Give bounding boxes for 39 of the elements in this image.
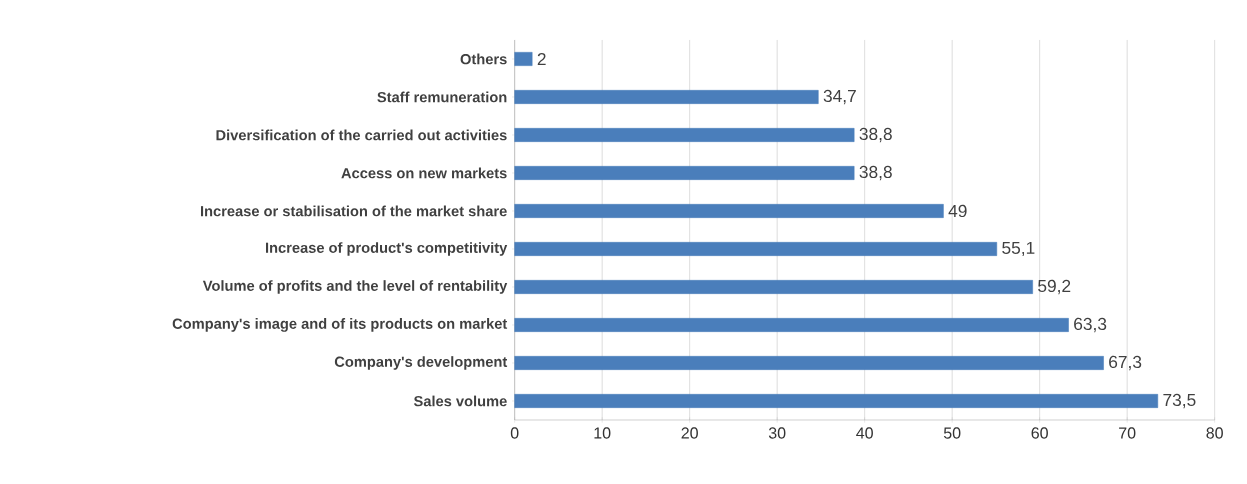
x-tick-label: 30 [768, 427, 786, 439]
x-tick-label: 80 [1206, 427, 1223, 439]
data-label: 67,3 [1109, 355, 1142, 371]
bar [514, 242, 998, 256]
y-tick-label: Increase of product's competitivity [265, 242, 508, 256]
x-tick-label: 50 [943, 427, 961, 439]
x-tick-label: 10 [594, 427, 611, 439]
bar [514, 204, 944, 218]
y-tick-label: Increase or stabilisation of the market share [200, 205, 507, 217]
x-tick-label: 20 [681, 427, 698, 439]
y-tick-label: Access on new markets [341, 167, 507, 179]
x-tick-label: 0 [510, 427, 519, 439]
y-tick-label: Company's development [334, 356, 508, 370]
data-label: 63,3 [1074, 317, 1107, 333]
bar [514, 128, 855, 142]
y-tick-label: Sales volume [413, 395, 507, 407]
y-tick-label: Volume of profits and the level of rentability [202, 280, 508, 294]
x-tick-label: 60 [1031, 427, 1048, 439]
bar [514, 166, 855, 180]
y-tick-label: Company's image and of its products on market [172, 318, 508, 332]
data-label: 59,2 [1038, 279, 1071, 295]
bar [514, 280, 1033, 294]
data-label: 73,5 [1163, 393, 1196, 409]
bar [514, 356, 1104, 370]
bar [514, 394, 1159, 408]
data-label: 38,8 [859, 127, 892, 143]
data-label: 55,1 [1002, 241, 1035, 257]
x-tick-label: 70 [1119, 427, 1136, 439]
y-tick-label: Others [460, 53, 507, 65]
x-tick-label: 40 [856, 427, 873, 439]
data-label: 2 [537, 52, 546, 66]
y-tick-label: Staff remuneration [377, 91, 507, 103]
bar [514, 318, 1069, 332]
data-label: 38,8 [859, 165, 892, 181]
y-tick-label: Diversification of the carried out activities [216, 129, 507, 141]
data-label: 34,7 [823, 89, 856, 105]
bar [514, 90, 819, 104]
data-label: 49 [948, 204, 967, 218]
bar [514, 52, 533, 66]
